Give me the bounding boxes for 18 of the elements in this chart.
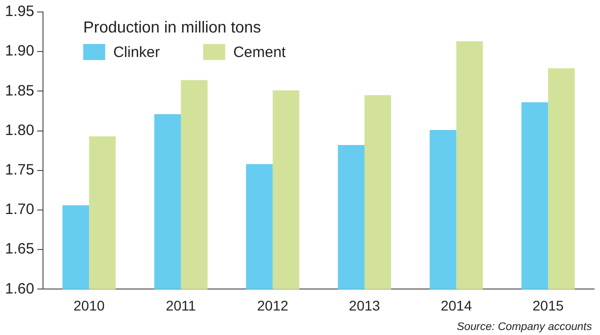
y-tick-label: 1.65 — [4, 240, 34, 258]
x-tick-label: 2011 — [166, 297, 196, 314]
x-tick-label: 2015 — [532, 297, 564, 314]
y-tick-label: 1.85 — [4, 82, 34, 100]
y-tick-label: 1.95 — [4, 3, 34, 20]
legend-title: Production in million tons — [83, 19, 262, 36]
x-tick-label: 2010 — [74, 297, 105, 314]
legend-label: Clinker — [113, 44, 160, 62]
y-tick-label: 1.80 — [4, 122, 34, 139]
x-tick-label: 2012 — [257, 297, 288, 314]
y-tick-label: 1.70 — [4, 201, 34, 218]
x-tick-label: 2014 — [440, 297, 472, 314]
legend-label: Cement — [233, 44, 287, 62]
source-note: Source: Company accounts — [456, 321, 592, 333]
y-tick-label: 1.90 — [4, 42, 34, 60]
y-tick-label: 1.75 — [4, 162, 34, 179]
y-tick-label: 1.60 — [4, 280, 34, 298]
x-tick-label: 2013 — [348, 297, 380, 314]
